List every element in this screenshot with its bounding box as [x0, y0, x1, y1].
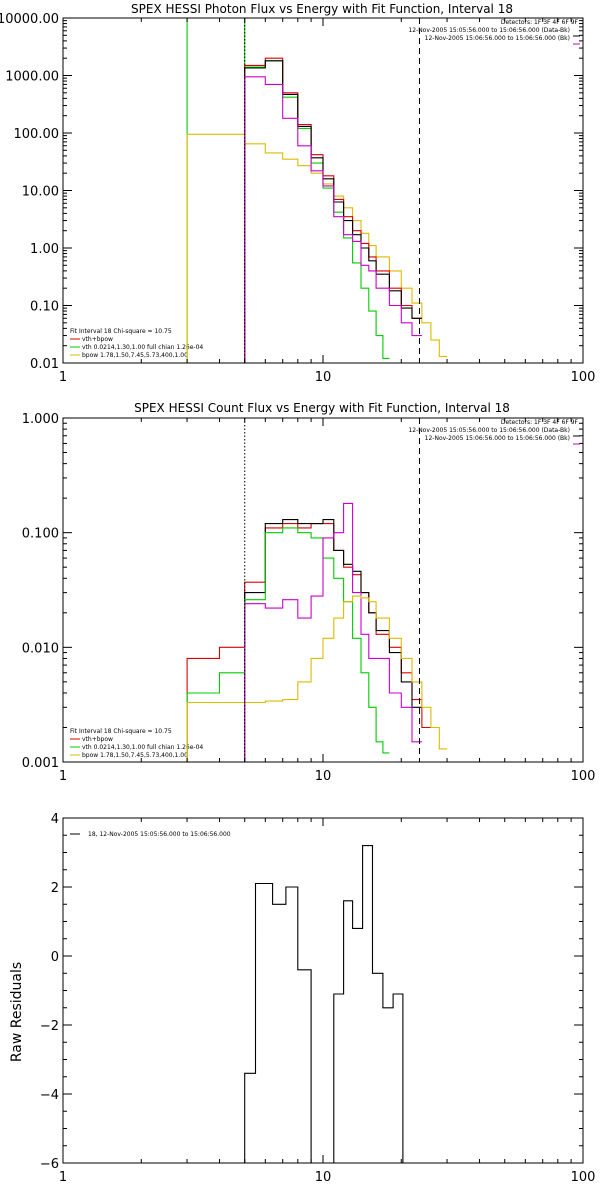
- residuals-legend: 18, 12-Nov-2005 15:05:56.000 to 15:06:56…: [88, 831, 231, 838]
- photon-legend-fit: Fit Interval 18 Chi-square = 10.75: [70, 328, 172, 335]
- series-bpow-line: [186, 595, 448, 762]
- series-background-line: [244, 502, 422, 762]
- photon-legend-bpow: bpow 1.78,1.50,7.45,5.73,400,1.00: [82, 352, 188, 359]
- photon-flux-title: SPEX HESSI Photon Flux vs Energy with Fi…: [131, 2, 513, 16]
- series-background-line: [244, 76, 422, 363]
- count-info-detectors: Detectors: 1F 3F 4F 6F 9F: [501, 419, 579, 426]
- plot-frame: [62, 817, 584, 1164]
- y-tick-label: −4: [40, 1088, 59, 1103]
- photon-info-bk-interval: 12-Nov-2005 15:06:56.000 to 15:06:56.000…: [425, 35, 570, 42]
- series-data-line: [244, 519, 422, 762]
- x-tick-label: 10: [315, 769, 332, 784]
- y-tick-label: −6: [40, 1157, 59, 1172]
- y-tick-label: 1.00: [30, 242, 59, 257]
- y-tick-label: 100.00: [14, 127, 60, 142]
- y-tick-label: 1000.00: [5, 70, 59, 85]
- y-tick-label: 1.000: [22, 412, 59, 427]
- photon-info-data-interval: 12-Nov-2005 15:05:56.000 to 15:06:56.000…: [408, 27, 570, 34]
- photon-info-detectors: Detectors: 1F 3F 4F 6F 9F: [501, 19, 579, 26]
- series-vth-line: [186, 527, 390, 762]
- x-tick-label: 10: [315, 370, 332, 385]
- count-info-data-interval: 12-Nov-2005 15:05:56.000 to 15:06:56.000…: [408, 427, 570, 434]
- series-bpow-line: [186, 133, 448, 363]
- y-tick-label: 0.001: [22, 756, 59, 771]
- count-legend-sum: vth+bpow: [82, 736, 113, 743]
- y-tick-label: 0.10: [30, 300, 59, 315]
- count-flux-panel: SPEX HESSI Count Flux vs Energy with Fit…: [22, 401, 596, 784]
- x-tick-label: 1: [59, 370, 67, 385]
- series-vth-line: [186, 18, 390, 363]
- y-tick-label: 0.100: [22, 527, 59, 542]
- count-legend-bpow: bpow 1.78,1.50,7.45,5.73,400,1.00: [82, 752, 188, 759]
- residuals-ylabel: Raw Residuals: [9, 962, 25, 1062]
- x-tick-label: 100: [571, 769, 596, 784]
- photon-legend-sum: vth+bpow: [82, 336, 113, 343]
- y-tick-label: 4: [51, 812, 59, 827]
- count-info-bk-interval: 12-Nov-2005 15:06:56.000 to 15:06:56.000…: [425, 435, 570, 442]
- residuals-panel: Raw Residuals 18, 12-Nov-2005 15:05:56.0…: [9, 812, 595, 1185]
- x-tick-label: 1: [59, 1170, 67, 1185]
- y-tick-label: −2: [40, 1019, 59, 1034]
- y-tick-label: 0.010: [22, 641, 59, 656]
- series-residuals-line: [244, 845, 404, 1163]
- y-tick-label: 0.01: [30, 357, 59, 372]
- x-tick-label: 100: [571, 370, 596, 385]
- count-legend-fit: Fit Interval 18 Chi-square = 10.75: [70, 728, 172, 735]
- y-tick-label: 2: [51, 881, 59, 896]
- plot-frame: [62, 17, 584, 364]
- x-tick-label: 10: [315, 1170, 332, 1185]
- y-tick-label: 10000.00: [0, 12, 59, 27]
- y-tick-label: 10.00: [22, 185, 59, 200]
- photon-legend-vth: vth 0.0214,1.30,1.00 full chian 1.26e-04: [82, 344, 203, 351]
- count-legend-vth: vth 0.0214,1.30,1.00 full chian 1.26e-04: [82, 744, 203, 751]
- x-tick-label: 100: [571, 1170, 596, 1185]
- series-vth-bpow-line: [244, 57, 422, 363]
- x-tick-label: 1: [59, 769, 67, 784]
- series-data-line: [244, 60, 422, 363]
- photon-flux-panel: SPEX HESSI Photon Flux vs Energy with Fi…: [0, 2, 596, 385]
- count-flux-title: SPEX HESSI Count Flux vs Energy with Fit…: [134, 401, 510, 415]
- y-tick-label: 0: [51, 950, 59, 965]
